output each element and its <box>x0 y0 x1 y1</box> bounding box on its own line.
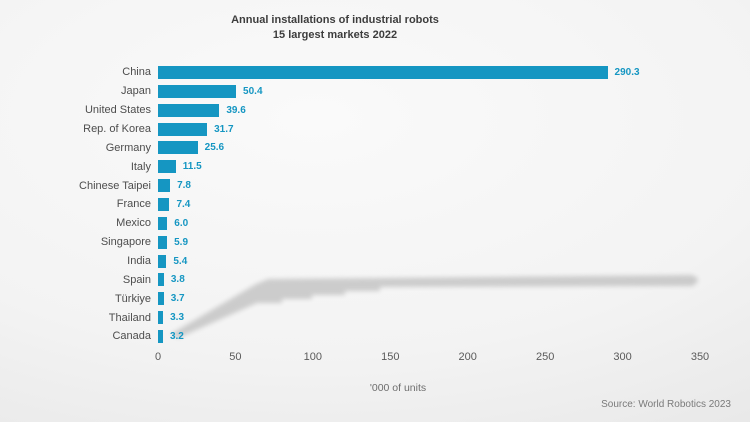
bar <box>158 179 171 193</box>
bar <box>158 273 164 287</box>
category-label: Canada <box>112 330 151 343</box>
x-tick-label: 300 <box>613 351 632 363</box>
value-label: 7.4 <box>176 198 191 210</box>
bar-row: Türkiye 3.7 <box>0 289 750 308</box>
bar <box>158 292 164 306</box>
bar <box>158 160 176 174</box>
value-label: 11.5 <box>182 161 202 173</box>
value-label: 290.3 <box>614 66 640 78</box>
value-label: 5.9 <box>174 236 189 248</box>
x-tick-label: 200 <box>458 351 477 363</box>
x-tick-label: 0 <box>154 351 162 363</box>
bar <box>158 235 168 249</box>
bar-rows: China 290.3 Japan 50.4 United States 39.6 Rep.… <box>0 63 750 346</box>
bar <box>158 329 163 343</box>
bar-row: Canada 3.2 <box>0 327 750 346</box>
chart-title-line2: 15 largest markets 2022 <box>272 29 398 41</box>
category-label: Mexico <box>116 217 151 230</box>
value-label: 50.4 <box>243 85 263 97</box>
chart-title-line1: Annual installations of industrial robot… <box>231 14 439 26</box>
source-note: Source: World Robotics 2023 <box>601 399 731 410</box>
bar-row: Singapore 5.9 <box>0 233 750 252</box>
category-label: Singapore <box>100 236 151 249</box>
bar <box>158 65 608 79</box>
category-label: France <box>116 198 151 211</box>
value-label: 5.4 <box>173 255 188 267</box>
bar-row: China 290.3 <box>0 63 750 82</box>
bar <box>158 103 220 117</box>
value-label: 39.6 <box>226 104 246 116</box>
bar-row: Chinese Taipei 7.8 <box>0 176 750 195</box>
bar-row: Mexico 6.0 <box>0 214 750 233</box>
x-tick-label: 50 <box>229 351 242 363</box>
bar-row: Italy 11.5 <box>0 157 750 176</box>
bar <box>158 122 208 136</box>
bar <box>158 254 167 268</box>
category-label: India <box>127 255 151 268</box>
bar <box>158 84 237 98</box>
value-label: 25.6 <box>204 142 225 154</box>
x-axis-label: '000 of units <box>369 382 427 394</box>
bar-row: Germany 25.6 <box>0 138 750 157</box>
bar-row: Rep. of Korea 31.7 <box>0 120 750 139</box>
value-label: 3.3 <box>170 312 185 324</box>
x-tick-label: 350 <box>690 351 710 363</box>
bar <box>158 311 164 325</box>
category-label: China <box>122 66 151 79</box>
value-label: 7.8 <box>177 180 191 192</box>
bar-row: Thailand 3.3 <box>0 308 750 327</box>
category-label: Germany <box>105 141 151 154</box>
category-label: Spain <box>122 273 151 286</box>
value-label: 3.2 <box>169 330 184 342</box>
category-label: Thailand <box>108 311 151 324</box>
category-label: Italy <box>130 160 151 173</box>
x-tick-label: 250 <box>535 351 555 363</box>
x-tick-label: 150 <box>381 351 400 363</box>
value-label: 3.7 <box>170 293 185 305</box>
x-tick-label: 100 <box>303 351 323 363</box>
bar <box>158 216 168 230</box>
category-label: Chinese Taipei <box>79 179 151 192</box>
value-label: 31.7 <box>214 123 234 135</box>
category-label: United States <box>84 104 151 117</box>
category-label: Türkiye <box>114 292 151 305</box>
bar-row: Japan 50.4 <box>0 82 750 101</box>
category-label: Japan <box>121 85 151 98</box>
category-label: Rep. of Korea <box>83 123 151 135</box>
value-label: 3.8 <box>170 274 185 286</box>
bar <box>158 141 198 155</box>
x-axis: 0 50 100 150 200 250 300 350 <box>0 351 750 365</box>
bar-row: France 7.4 <box>0 195 750 214</box>
value-label: 6.0 <box>174 217 189 229</box>
chart-title: Annual installations of industrial robot… <box>231 13 439 43</box>
bar-row: India 5.4 <box>0 252 750 271</box>
bar-row: United States 39.6 <box>0 101 750 120</box>
bar <box>158 197 170 211</box>
bar-row: Spain 3.8 <box>0 270 750 289</box>
